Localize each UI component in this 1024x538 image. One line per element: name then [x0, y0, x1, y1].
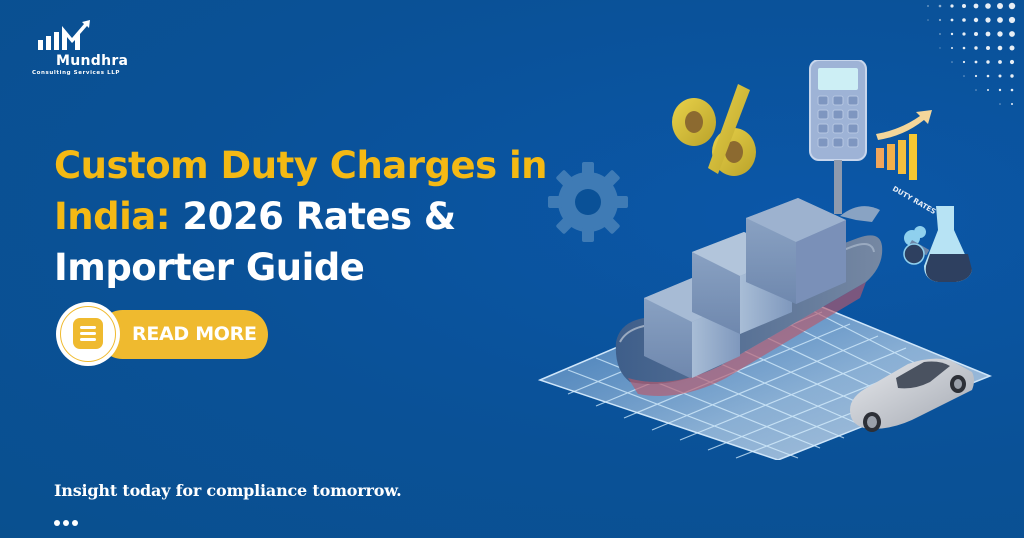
read-more-icon-badge [56, 302, 120, 366]
container-3 [746, 198, 846, 304]
dot-pattern-decoration [927, 2, 1016, 105]
customs-trade-illustration: DUTY RATES [537, 60, 993, 460]
ellipsis-dots-icon [54, 511, 81, 530]
title-line-2: 2026 Rates & [170, 195, 456, 238]
gear-icon [548, 162, 628, 242]
brand-name: Mundhra [56, 53, 129, 69]
tagline: Insight today for compliance tomorrow. [54, 481, 402, 500]
percent-icon [672, 84, 756, 176]
svg-text:DUTY RATES: DUTY RATES [891, 185, 937, 216]
read-more-label: READ MORE [132, 323, 257, 345]
page-title: Custom Duty Charges in India: 2026 Rates… [54, 140, 614, 293]
cargo-ship [615, 198, 883, 396]
car-icon [850, 358, 974, 432]
bar-chart-arrow-m-icon [38, 20, 90, 50]
brand-logo[interactable]: Mundhra Consulting Services LLP [18, 12, 129, 76]
read-more-button[interactable]: READ MORE [56, 302, 270, 366]
title-line-1: Custom Duty Charges in [54, 144, 548, 187]
brand-subtitle: Consulting Services LLP [32, 70, 120, 76]
badge-ring [60, 306, 116, 362]
document-lines-icon [73, 318, 103, 349]
calculator-icon [809, 60, 867, 214]
flask-icon [903, 206, 972, 282]
title-line-2-highlight: India: [54, 195, 171, 238]
read-more-pill [98, 310, 268, 359]
title-line-3: Importer Guide [54, 246, 365, 289]
